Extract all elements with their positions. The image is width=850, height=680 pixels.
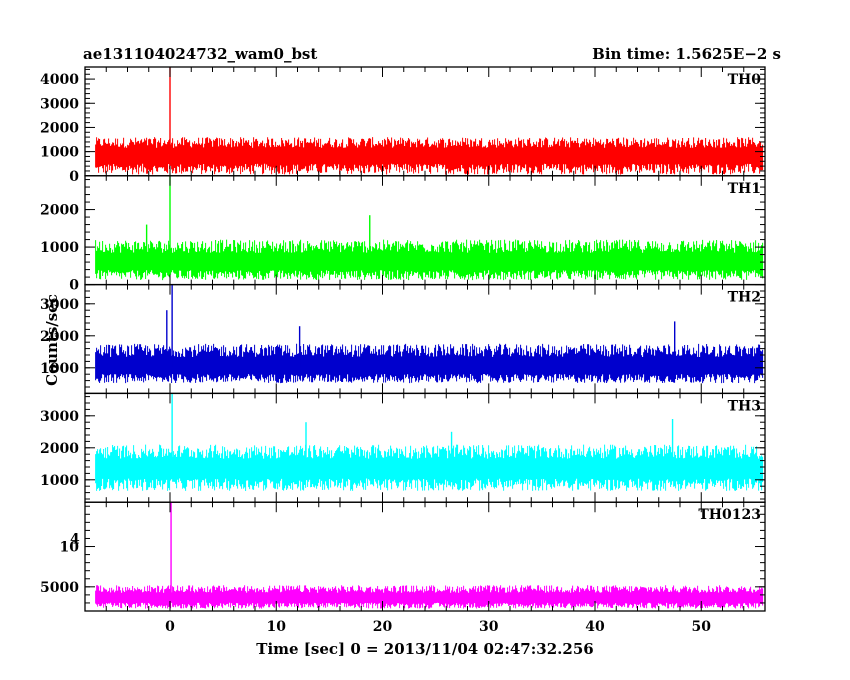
xtick-label-2: 20 (373, 619, 393, 635)
xtick-label-1: 10 (267, 619, 287, 635)
series-trace-th0 (95, 137, 764, 175)
xtick-label-4: 40 (585, 619, 605, 635)
ytick-label-th0-3: 3000 (40, 96, 79, 112)
ytick-label-th3-0: 1000 (40, 473, 79, 489)
xtick-label-3: 30 (479, 619, 499, 635)
ytick-label-th0-0: 0 (69, 169, 79, 185)
ytick-label-th0123-0: 5000 (40, 580, 79, 596)
ytick-label-th2-0: 1000 (40, 361, 79, 377)
series-trace-th3 (95, 444, 764, 491)
panel-label-th0: TH0 (728, 72, 762, 88)
xtick-label-0: 0 (165, 619, 175, 635)
series-trace-th1 (95, 239, 764, 281)
ytick-label-th3-1: 2000 (40, 441, 79, 457)
ytick-label-th0-2: 2000 (40, 120, 79, 136)
panel-label-th2: TH2 (728, 290, 761, 306)
xtick-label-5: 50 (692, 619, 712, 635)
panel-label-th1: TH1 (728, 181, 761, 197)
panel-label-th0123: TH0123 (698, 507, 761, 523)
ytick-label-th1-2: 2000 (40, 203, 79, 219)
series-trace-th0123 (95, 585, 764, 609)
ytick-label-th2-1: 2000 (40, 329, 79, 345)
ytick-label-th1-0: 0 (69, 278, 79, 294)
series-trace-th2 (95, 343, 764, 384)
panel-label-th3: TH3 (728, 398, 761, 414)
ytick-label-th1-1: 1000 (40, 240, 79, 256)
ytick-label-th3-2: 3000 (40, 409, 79, 425)
x-axis-label: Time [sec] 0 = 2013/11/04 02:47:32.256 (256, 640, 594, 658)
ytick-label-th0-4: 4000 (40, 72, 79, 88)
ytick-label-th0-1: 1000 (40, 145, 79, 161)
bin-time-label: Bin time: 1.5625E−2 s (592, 45, 781, 63)
ytick-label-exp-th0123: 4 (70, 532, 80, 548)
chart-title-left: ae131104024732_wam0_bst (83, 45, 318, 63)
ytick-label-th0123-1: 10 (60, 540, 80, 556)
ytick-label-th2-2: 3000 (40, 297, 79, 313)
